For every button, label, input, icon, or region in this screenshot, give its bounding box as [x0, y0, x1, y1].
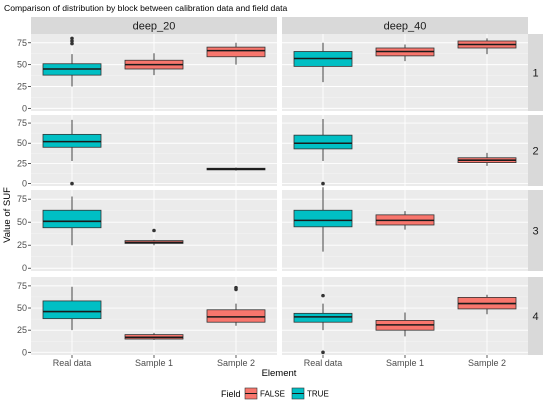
outlier-point	[321, 181, 325, 186]
box-iqr	[42, 133, 102, 148]
box-iqr	[206, 309, 266, 323]
outlier-point	[70, 39, 74, 43]
x-axis-title: Element	[262, 368, 297, 379]
x-tick-label: Sample 1	[135, 358, 173, 368]
panel-deep_20-2	[31, 115, 277, 186]
y-tick-label: 75	[17, 194, 27, 204]
facet-strip-label: 2	[532, 146, 538, 158]
box-real-data	[293, 293, 353, 355]
outlier-point	[70, 36, 74, 41]
box-sample-2	[206, 285, 266, 326]
box-real-data	[42, 36, 102, 87]
box-real-data	[42, 196, 102, 246]
y-tick-label: 50	[17, 60, 27, 70]
facet-strip-deep_20	[31, 17, 277, 34]
box-sample-1	[375, 44, 435, 62]
box-iqr	[206, 46, 266, 58]
facet-strip-label: deep_40	[384, 21, 427, 33]
y-axis-title: Value of SUF	[2, 187, 13, 243]
facet-strip-row-1	[528, 34, 543, 111]
outlier-point	[70, 41, 74, 46]
legend: Field FALSE TRUE	[221, 387, 329, 400]
box-sample-2	[206, 42, 266, 65]
x-tick-label: Sample 2	[217, 358, 255, 368]
outlier-point	[152, 228, 156, 233]
y-tick-label: 0	[22, 103, 27, 113]
chart-title: Comparison of distribution by block betw…	[4, 3, 288, 13]
box-sample-1	[375, 211, 435, 230]
box-sample-1	[124, 53, 184, 76]
y-tick-label: 25	[17, 240, 27, 250]
y-tick-label: 75	[17, 281, 27, 291]
box-iqr	[42, 209, 102, 229]
box-sample-1	[124, 332, 184, 340]
y-tick-label: 25	[17, 82, 27, 92]
panel-deep_40-2	[282, 115, 528, 186]
box-sample-2	[457, 294, 517, 315]
x-tick-label: Sample 1	[386, 358, 424, 368]
box-iqr	[293, 209, 353, 228]
facet-strip-label: deep_20	[133, 21, 176, 33]
facet-strip-label: 3	[532, 226, 538, 238]
plot-area: deep_20 deep_40 1 2 3 4 0 25 50 75 0 25 50 75 0 25 50 75 0…	[17, 17, 543, 368]
x-tick-label: Real data	[53, 358, 92, 368]
box-sample-2	[457, 152, 517, 166]
outlier-point	[321, 293, 325, 298]
panel-deep_40-3	[282, 190, 528, 271]
y-tick-label: 0	[22, 263, 27, 273]
x-tick-label: Real data	[304, 358, 343, 368]
box-sample-2	[206, 167, 266, 171]
facet-strip-row-4	[528, 277, 543, 355]
outlier-point	[70, 181, 74, 186]
facet-strip-deep_40	[282, 17, 528, 34]
box-real-data	[42, 119, 102, 186]
box-iqr	[293, 312, 353, 323]
outlier-point	[321, 350, 325, 355]
box-iqr	[293, 134, 353, 150]
y-tick-label: 75	[17, 38, 27, 48]
y-tick-label: 0	[22, 347, 27, 357]
y-tick-label: 25	[17, 158, 27, 168]
y-tick-label: 75	[17, 118, 27, 128]
facet-strip-row-3	[528, 190, 543, 271]
box-real-data	[293, 187, 353, 252]
y-tick-label: 0	[22, 179, 27, 189]
box-real-data	[42, 286, 102, 331]
box-sample-2	[457, 38, 517, 55]
y-tick-label: 50	[17, 138, 27, 148]
box-real-data	[293, 119, 353, 186]
legend-label: FALSE	[260, 390, 285, 399]
legend-label: TRUE	[307, 390, 329, 399]
legend-item-true: TRUE	[291, 387, 329, 400]
facet-strip-label: 1	[532, 68, 538, 80]
legend-title: Field	[221, 389, 241, 399]
facet-strip-row-2	[528, 115, 543, 186]
box-iqr	[42, 300, 102, 320]
y-tick-label: 50	[17, 303, 27, 313]
box-sample-1	[375, 312, 435, 337]
box-sample-1	[124, 228, 184, 246]
outlier-point	[234, 285, 238, 290]
y-tick-label: 50	[17, 217, 27, 227]
y-tick-label: 25	[17, 325, 27, 335]
box-real-data	[293, 42, 353, 83]
facet-strip-label: 4	[532, 311, 538, 323]
legend-item-false: FALSE	[244, 387, 285, 400]
x-tick-label: Sample 2	[468, 358, 506, 368]
